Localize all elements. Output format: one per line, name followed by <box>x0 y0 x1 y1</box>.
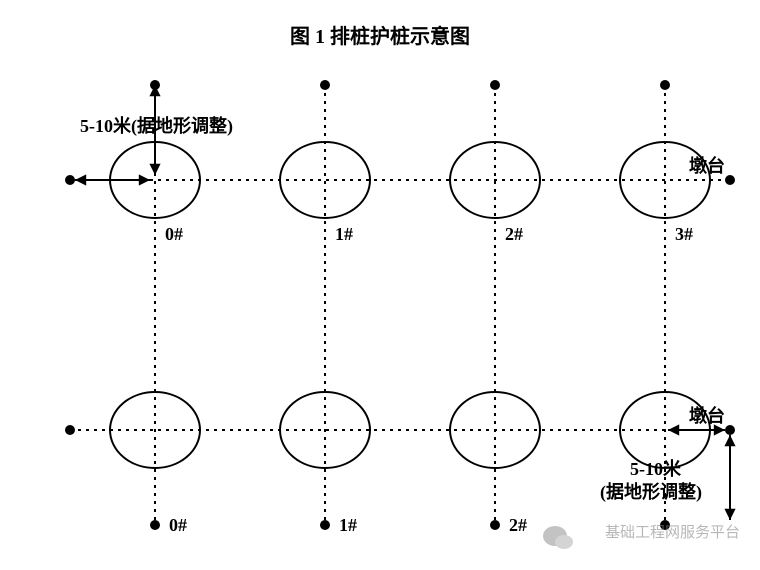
svg-text:1#: 1# <box>339 515 357 535</box>
svg-text:墩台: 墩台 <box>689 405 725 426</box>
diagram-svg: 0#1#2#3#0#1#2#墩台墩台5-10米(据地形调整)5-10米(据地形调… <box>0 0 760 570</box>
svg-text:(据地形调整): (据地形调整) <box>600 481 702 503</box>
svg-text:墩台: 墩台 <box>689 155 725 176</box>
svg-text:5-10米: 5-10米 <box>630 458 682 479</box>
svg-text:2#: 2# <box>505 224 523 244</box>
svg-text:3#: 3# <box>675 224 693 244</box>
svg-text:0#: 0# <box>165 224 183 244</box>
svg-text:0#: 0# <box>169 515 187 535</box>
svg-text:1#: 1# <box>335 224 353 244</box>
watermark-text: 基础工程网服务平台 <box>605 521 740 542</box>
svg-text:2#: 2# <box>509 515 527 535</box>
svg-text:5-10米(据地形调整): 5-10米(据地形调整) <box>80 115 233 137</box>
